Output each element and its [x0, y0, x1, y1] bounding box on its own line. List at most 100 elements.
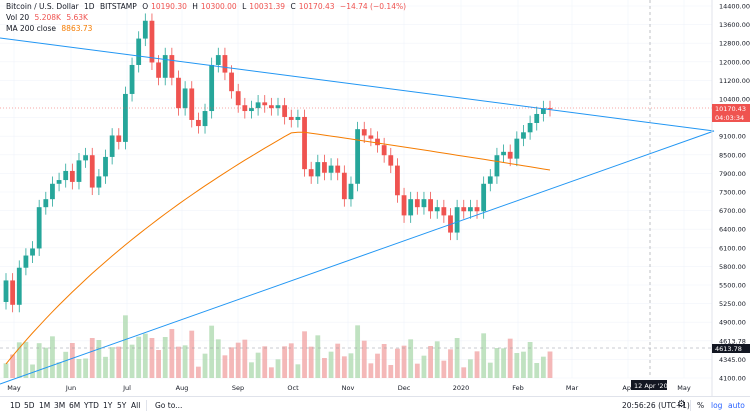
time-tick-label: Jul [122, 384, 131, 392]
trendline-lower [0, 130, 715, 385]
price-tick-label: 6400.00 [719, 226, 746, 234]
volume-bar [255, 352, 261, 378]
timeframe-5d[interactable]: 5D [24, 401, 35, 410]
candle-body [136, 38, 142, 65]
price-tick-label: 4345.00 [719, 356, 746, 364]
candle-body [229, 72, 234, 92]
candle-body [467, 207, 473, 212]
candle-body [209, 64, 215, 112]
timeframe-all[interactable]: All [131, 401, 141, 410]
volume-bar [129, 344, 135, 378]
candle-body [156, 62, 161, 78]
price-tick-label: 5500.00 [719, 282, 746, 290]
timeframe-1y[interactable]: 1Y [103, 401, 113, 410]
candle-body [3, 280, 9, 302]
volume-bar [195, 366, 201, 378]
volume-bar [474, 351, 480, 378]
volume-bar [375, 353, 380, 378]
price-tick-label: 5800.00 [719, 263, 746, 271]
bottom-toolbar: 1D 5D 1M 3M 6M YTD 1Y 5Y All Go to... 20… [0, 396, 750, 414]
volume-legend[interactable]: Vol 20 5.208K 5.63K [6, 13, 91, 23]
svg-text:10170.43: 10170.43 [715, 105, 746, 113]
price-tag: 10170.43 04:03:34 [712, 104, 750, 122]
auto-toggle[interactable]: auto [728, 401, 745, 410]
percent-toggle[interactable]: % [697, 401, 705, 410]
candle-body [36, 207, 42, 249]
volume-bar [355, 325, 361, 378]
svg-text:12 Apr '20: 12 Apr '20 [634, 382, 668, 390]
candle-body [295, 116, 301, 120]
price-axis[interactable]: 14400.00 13600.00 12800.00 12000.00 11200.00… [719, 3, 750, 383]
price-tick-label: 6100.00 [719, 244, 746, 252]
candle-body [454, 207, 460, 233]
price-tick-label: 4613.78 [719, 337, 746, 345]
volume-bar [295, 364, 301, 378]
grid-lines [0, 0, 712, 379]
candle-body [30, 248, 35, 256]
candle-body [521, 132, 526, 139]
volume-bar [242, 339, 248, 378]
candle-body [335, 165, 341, 173]
time-tick-label: May [677, 384, 691, 392]
candle-body [368, 135, 374, 139]
candle-body [249, 108, 254, 112]
gear-icon[interactable]: ⚙ [677, 399, 686, 410]
candle-body [149, 20, 155, 63]
volume-bar [547, 351, 553, 378]
timeframe-1m[interactable]: 1M [39, 401, 51, 410]
volume-bar [76, 359, 82, 378]
time-axis[interactable]: May Jun Jul Aug Sep Oct Nov Dec 2020 Feb Mar Apr May [7, 384, 691, 392]
volume-bar [222, 355, 228, 378]
ma-200-line [5, 131, 551, 365]
timeframe-6m[interactable]: 6M [69, 401, 81, 410]
log-toggle[interactable]: log [711, 401, 723, 410]
timeframe-ytd[interactable]: YTD [84, 401, 99, 410]
candle-body [182, 88, 188, 109]
candle-body [540, 108, 546, 114]
interval: 1D [84, 2, 95, 11]
clock[interactable]: 20:56:26 (UTC+1) [622, 401, 690, 410]
volume-bar [467, 359, 473, 378]
candle-body [547, 108, 553, 110]
volume-bar [322, 358, 327, 378]
candle-body [388, 155, 394, 166]
ma-legend[interactable]: MA 200 close 8863.73 [6, 24, 95, 34]
candle-body [348, 183, 354, 200]
volume-bar [481, 333, 487, 378]
price-chart[interactable]: 14400.00 13600.00 12800.00 12000.00 11200.00… [0, 0, 750, 396]
price-tick-label: 11200.00 [719, 77, 750, 85]
candle-body [375, 138, 380, 146]
volume-bar [527, 342, 533, 378]
timeframe-3m[interactable]: 3M [54, 401, 66, 410]
volume-bar [182, 345, 188, 378]
volume-bar [123, 315, 128, 378]
volume-bar [30, 364, 35, 378]
time-tick-label: Aug [176, 384, 189, 392]
volume-bar [136, 336, 142, 378]
price-tick-label: 4900.00 [719, 319, 746, 327]
candle-body [129, 64, 135, 94]
price-tick-label: 14400.00 [719, 3, 750, 11]
toolbar-divider-right [690, 400, 691, 411]
volume-bar [282, 346, 288, 378]
ohlc-open: 10190.30 [151, 2, 187, 11]
volume-bar [308, 346, 314, 378]
timeframe-1d[interactable]: 1D [10, 401, 21, 410]
candle-body [142, 20, 148, 39]
candle-body [441, 207, 447, 216]
goto-button[interactable]: Go to... [155, 401, 183, 410]
ohlc-low: 10031.39 [249, 2, 286, 11]
time-tick-label: Jun [65, 384, 76, 392]
candle-body [255, 102, 261, 109]
candle-body [103, 156, 108, 177]
candle-body [169, 55, 175, 78]
crosshair-date-tag: 12 Apr '20 [631, 380, 668, 390]
volume-bar [428, 346, 433, 378]
volume-bar [408, 339, 414, 378]
price-tick-label: 9100.00 [719, 133, 746, 141]
volume-bar [494, 348, 500, 378]
volume-bar [16, 342, 22, 378]
candle-body [494, 155, 500, 177]
volume-value-1: 5.208K [34, 13, 61, 22]
timeframe-5y[interactable]: 5Y [117, 401, 127, 410]
